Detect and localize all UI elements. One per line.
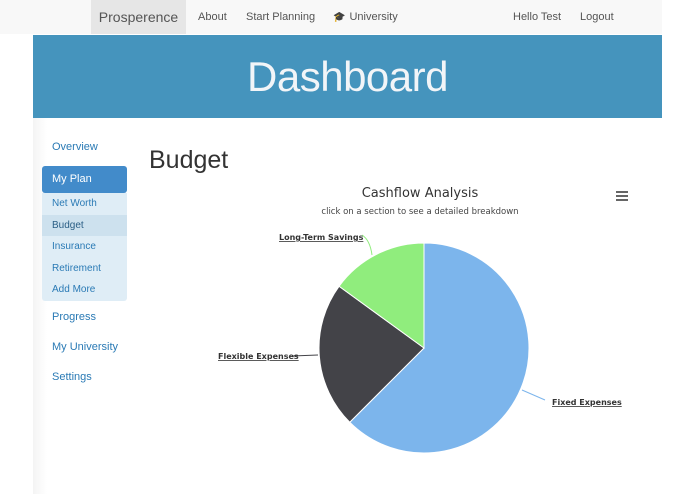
pie-slices — [318, 242, 530, 454]
dashboard-banner: Dashboard — [33, 35, 662, 118]
sidebar-item-overview[interactable]: Overview — [52, 141, 98, 153]
chart-title: Cashflow Analysis — [361, 186, 479, 201]
sidebar-item-my-plan[interactable]: My Plan — [42, 166, 127, 193]
nav-about[interactable]: About — [198, 11, 227, 23]
sidebar-item-settings[interactable]: Settings — [52, 370, 92, 383]
sidebar: Overview My Plan Net Worth Budget Insura… — [42, 136, 127, 396]
hamburger-menu-icon[interactable] — [612, 191, 632, 205]
graduation-cap-icon: 🎓 — [333, 12, 346, 23]
sidebar-subitem-net-worth[interactable]: Net Worth — [52, 198, 97, 209]
slice-label-lines — [291, 234, 546, 401]
brand-link[interactable]: Prosperence — [91, 0, 186, 34]
nav-university-label: University — [349, 11, 398, 23]
sidebar-subitem-retirement[interactable]: Retirement — [52, 262, 101, 274]
sidebar-item-my-university[interactable]: My University — [52, 340, 119, 353]
page-title: Budget — [149, 146, 229, 174]
sidebar-subitem-budget[interactable]: Budget — [42, 214, 127, 237]
navbar-edge — [662, 0, 695, 34]
pie-slice-flexible-expenses[interactable] — [318, 285, 425, 423]
chart-subtitle: click on a section to see a detailed bre… — [321, 207, 519, 217]
nav-start-planning[interactable]: Start Planning — [246, 11, 316, 23]
slice-label-fixed-expenses[interactable]: Fixed Expenses — [552, 398, 622, 407]
sidebar-subitem-insurance[interactable]: Insurance — [52, 241, 96, 253]
sidebar-subitem-add-more[interactable]: Add More — [52, 284, 96, 296]
banner-title: Dashboard — [247, 52, 448, 100]
pie-slice-long-term-savings[interactable] — [338, 242, 425, 349]
slice-label-flexible-expenses[interactable]: Flexible Expenses — [218, 352, 299, 361]
sidebar-item-progress[interactable]: Progress — [52, 310, 97, 323]
user-greeting[interactable]: Hello Test — [513, 11, 562, 23]
my-plan-submenu: Net Worth Budget Insurance Retirement Ad… — [42, 193, 127, 301]
nav-university[interactable]: 🎓 University — [333, 0, 398, 34]
slice-label-long-term-savings[interactable]: Long-Term Savings — [279, 233, 364, 242]
pie-slice-fixed-expenses[interactable] — [349, 242, 530, 454]
logout-link[interactable]: Logout — [580, 11, 614, 23]
